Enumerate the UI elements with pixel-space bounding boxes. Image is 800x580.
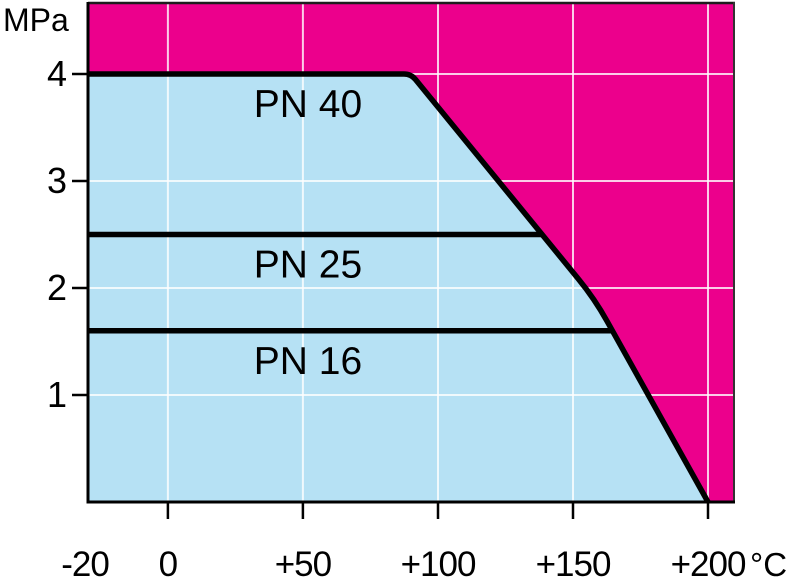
y-tick-label-4: 4 (47, 53, 67, 94)
y-tick-label-2: 2 (47, 267, 67, 308)
x-tick-label--20: -20 (61, 545, 109, 580)
x-tick-label-+100: +100 (401, 545, 476, 580)
x-tick-label-0: 0 (159, 545, 178, 580)
pn40-boundary-line (88, 71, 711, 504)
pn16-label: PN 16 (254, 340, 362, 383)
x-axis-unit-label: °C (750, 546, 787, 580)
x-tick-label-+50: +50 (275, 545, 332, 580)
x-tick-label-+200: +200 (671, 545, 746, 580)
x-tick-label-+150: +150 (536, 545, 611, 580)
y-tick-label-1: 1 (47, 374, 67, 415)
y-tick-label-3: 3 (47, 160, 67, 201)
pn40-label: PN 40 (254, 83, 362, 126)
y-axis-unit-label: MPa (3, 2, 69, 38)
pn25-label: PN 25 (254, 244, 362, 287)
